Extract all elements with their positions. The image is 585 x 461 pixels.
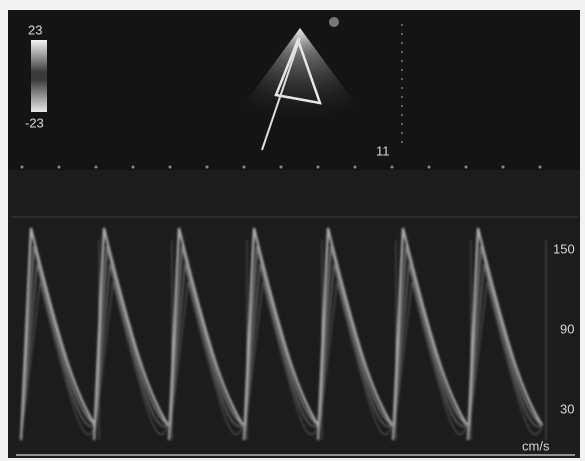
velocity-tick: 90 — [560, 321, 574, 336]
depth-dot — [401, 24, 403, 26]
timing-dot — [169, 166, 172, 169]
depth-dot — [401, 42, 403, 44]
timing-dot — [21, 166, 24, 169]
spectrum-area — [8, 170, 580, 458]
depth-dot — [401, 78, 403, 80]
timing-dot — [539, 166, 542, 169]
depth-dot — [401, 87, 403, 89]
depth-dot — [401, 51, 403, 53]
timing-dot — [95, 166, 98, 169]
velocity-tick: 30 — [560, 401, 574, 416]
depth-dot — [401, 132, 403, 134]
ultrasound-screen: 23 -23 11 150 90 30 cm/s — [0, 0, 585, 461]
timing-dot — [132, 166, 135, 169]
depth-dot — [401, 114, 403, 116]
timing-dot — [502, 166, 505, 169]
color-min: -23 — [25, 115, 44, 130]
timing-dot — [317, 166, 320, 169]
timing-dot — [465, 166, 468, 169]
depth-dot — [401, 60, 403, 62]
timing-dot — [206, 166, 209, 169]
depth-label: 11 — [376, 143, 390, 158]
timing-dot — [391, 166, 394, 169]
color-bar — [31, 40, 47, 112]
timing-dot — [58, 166, 61, 169]
velocity-tick: 150 — [553, 241, 575, 256]
velocity-unit: cm/s — [522, 438, 550, 453]
depth-dot — [401, 69, 403, 71]
timing-dot — [280, 166, 283, 169]
depth-dot — [401, 33, 403, 35]
depth-dot — [401, 123, 403, 125]
depth-dot — [401, 141, 403, 143]
timing-dot — [243, 166, 246, 169]
timing-dot — [354, 166, 357, 169]
depth-dot — [401, 96, 403, 98]
marker-dot — [329, 17, 339, 27]
depth-dot — [401, 105, 403, 107]
color-max: 23 — [28, 22, 42, 37]
timing-dot — [428, 166, 431, 169]
